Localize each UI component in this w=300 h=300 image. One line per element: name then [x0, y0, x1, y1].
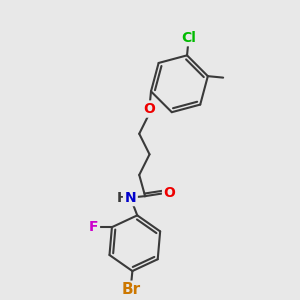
Text: F: F	[89, 220, 98, 234]
Text: Cl: Cl	[181, 31, 196, 45]
Text: Br: Br	[122, 282, 140, 297]
Text: O: O	[164, 186, 175, 200]
Text: N: N	[124, 190, 136, 205]
Text: O: O	[144, 102, 155, 116]
Text: H: H	[116, 190, 128, 205]
